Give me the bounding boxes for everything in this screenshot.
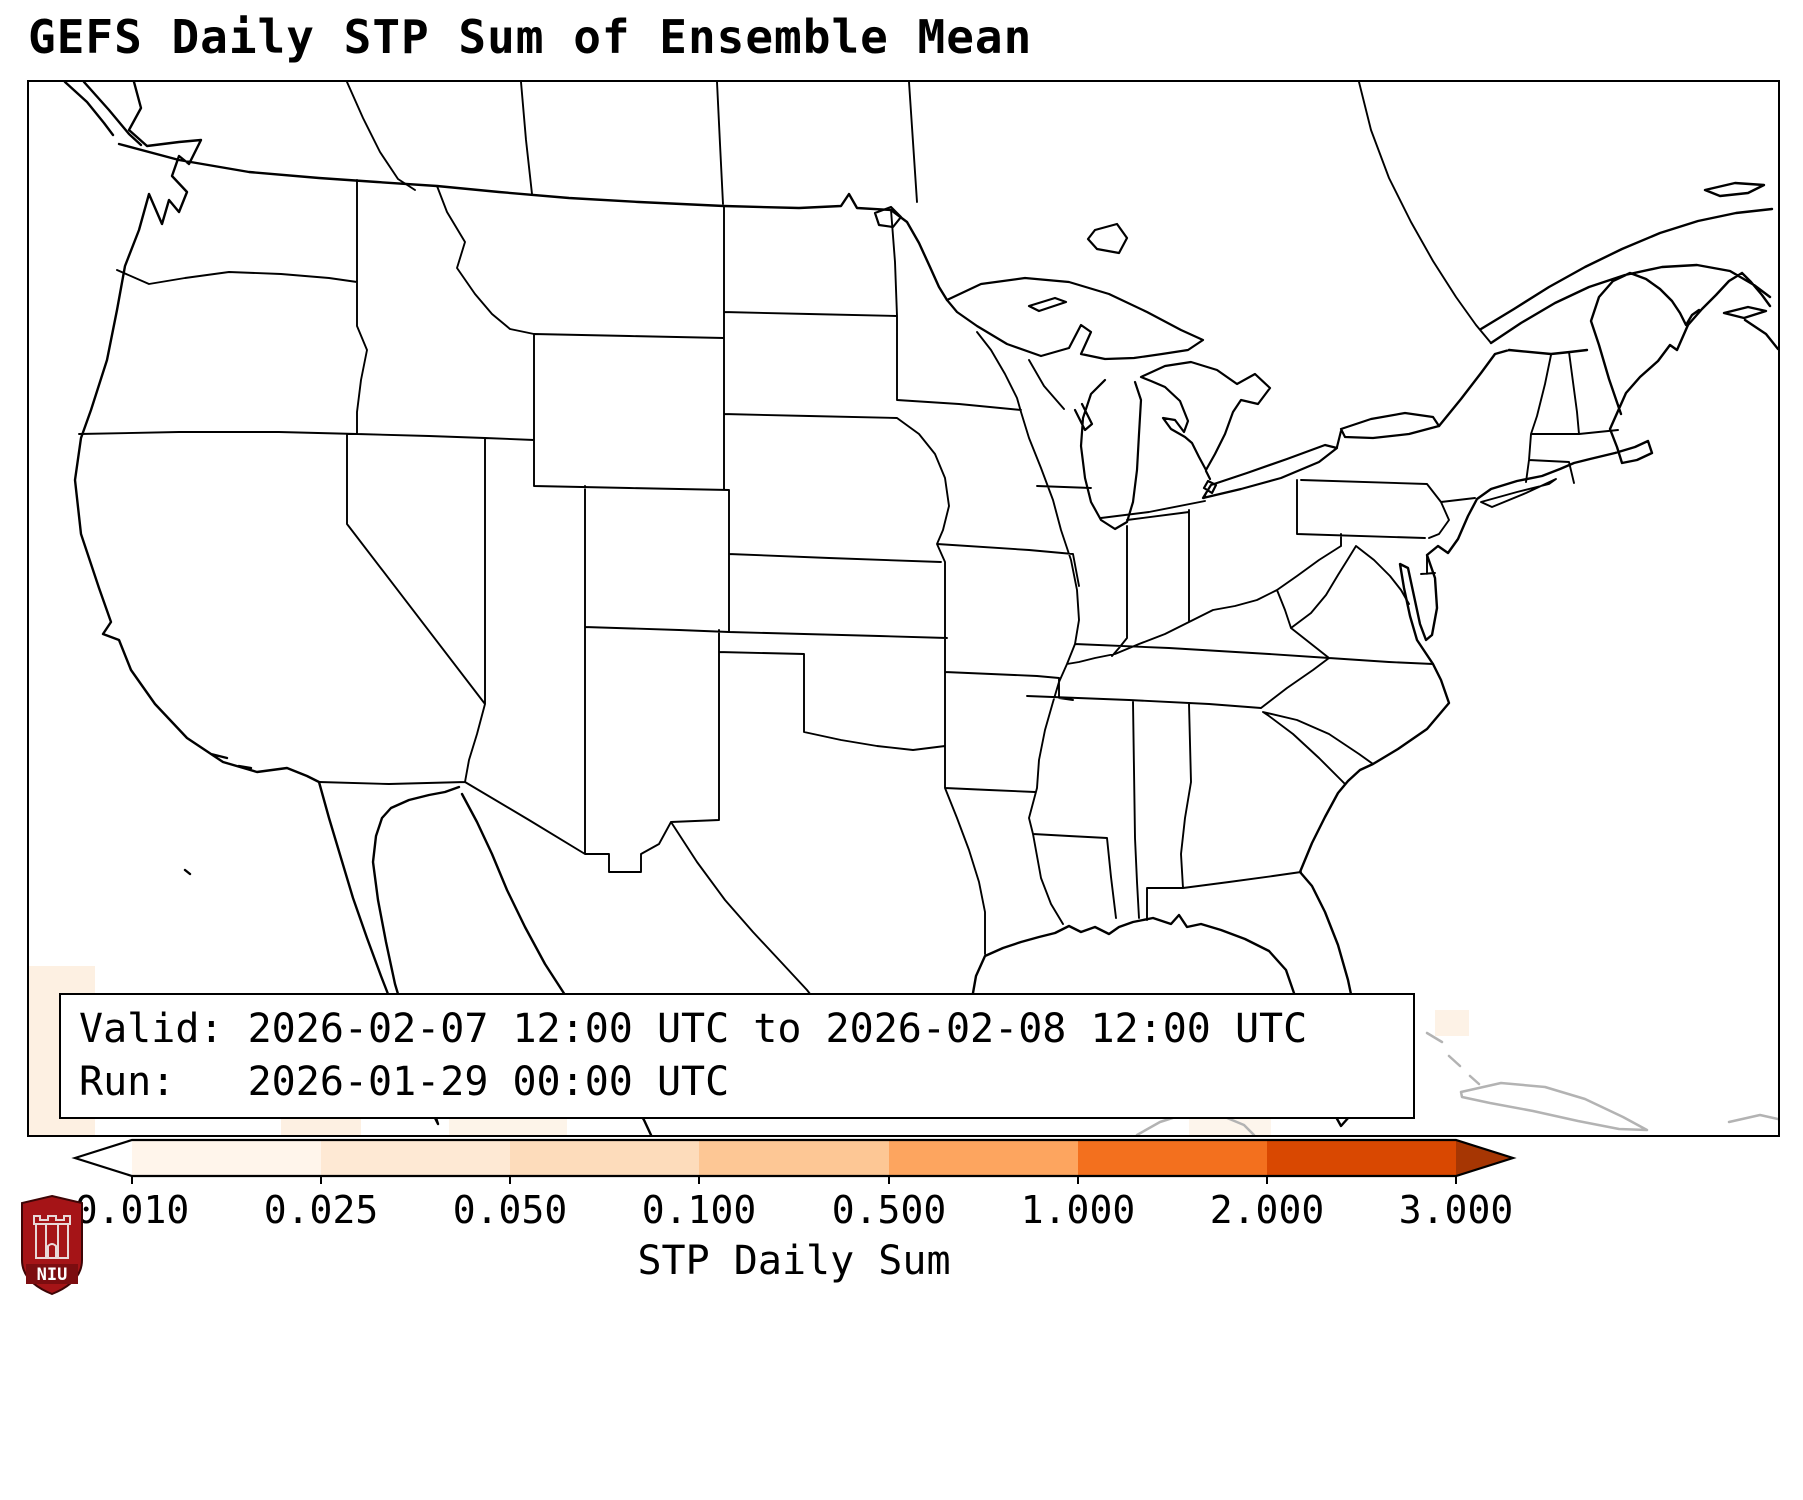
state-borders-path [78,179,1619,1089]
colorbar-segment-7 [1267,1140,1456,1176]
colorbar-tick-1000: 1.000 [1020,1188,1136,1232]
valid-time-text: Valid: 2026-02-07 12:00 UTC to 2026-02-0… [79,1006,1308,1052]
niu-castle-icon [33,1215,71,1259]
niu-logo: NIU [21,1194,83,1296]
colorbar-segment-3 [510,1140,700,1176]
colorbar [71,1138,1517,1184]
niu-text: NIU [37,1265,68,1285]
niu-band [26,1264,78,1284]
coastline-path [63,82,1778,1135]
colorbar-tick-0100: 0.100 [641,1188,757,1232]
lakes-path [873,205,1441,1068]
colorbar-segment-6 [1078,1140,1267,1176]
colorbar-over-arrow [1456,1140,1513,1176]
colorbar-tickmarks [131,1176,1457,1184]
colorbar-segment-4 [699,1140,889,1176]
page-title: GEFS Daily STP Sum of Ensemble Mean [28,10,1033,64]
foreign-coastline-path [1135,1031,1778,1135]
colorbar-tick-0025: 0.025 [263,1188,379,1232]
colorbar-segment-1 [132,1140,322,1176]
conus-map: Valid: 2026-02-07 12:00 UTC to 2026-02-0… [27,80,1780,1137]
run-time-text: Run: 2026-01-29 00:00 UTC [79,1058,730,1105]
colorbar-axis-label: STP Daily Sum [637,1238,951,1284]
colorbar-tick-0010: 0.010 [74,1188,190,1232]
colorbar-segment-5 [889,1140,1078,1176]
valid-run-info-box: Valid: 2026-02-07 12:00 UTC to 2026-02-0… [59,993,1415,1119]
colorbar-under-arrow [75,1140,132,1176]
colorbar-tick-0500: 0.500 [831,1188,947,1232]
map-canvas [29,82,1778,1135]
province-borders-path [346,82,1492,344]
colorbar-tick-3000: 3.000 [1398,1188,1514,1232]
colorbar-segment-2 [321,1140,511,1176]
colorbar-tick-2000: 2.000 [1209,1188,1325,1232]
colorbar-tick-0050: 0.050 [452,1188,568,1232]
